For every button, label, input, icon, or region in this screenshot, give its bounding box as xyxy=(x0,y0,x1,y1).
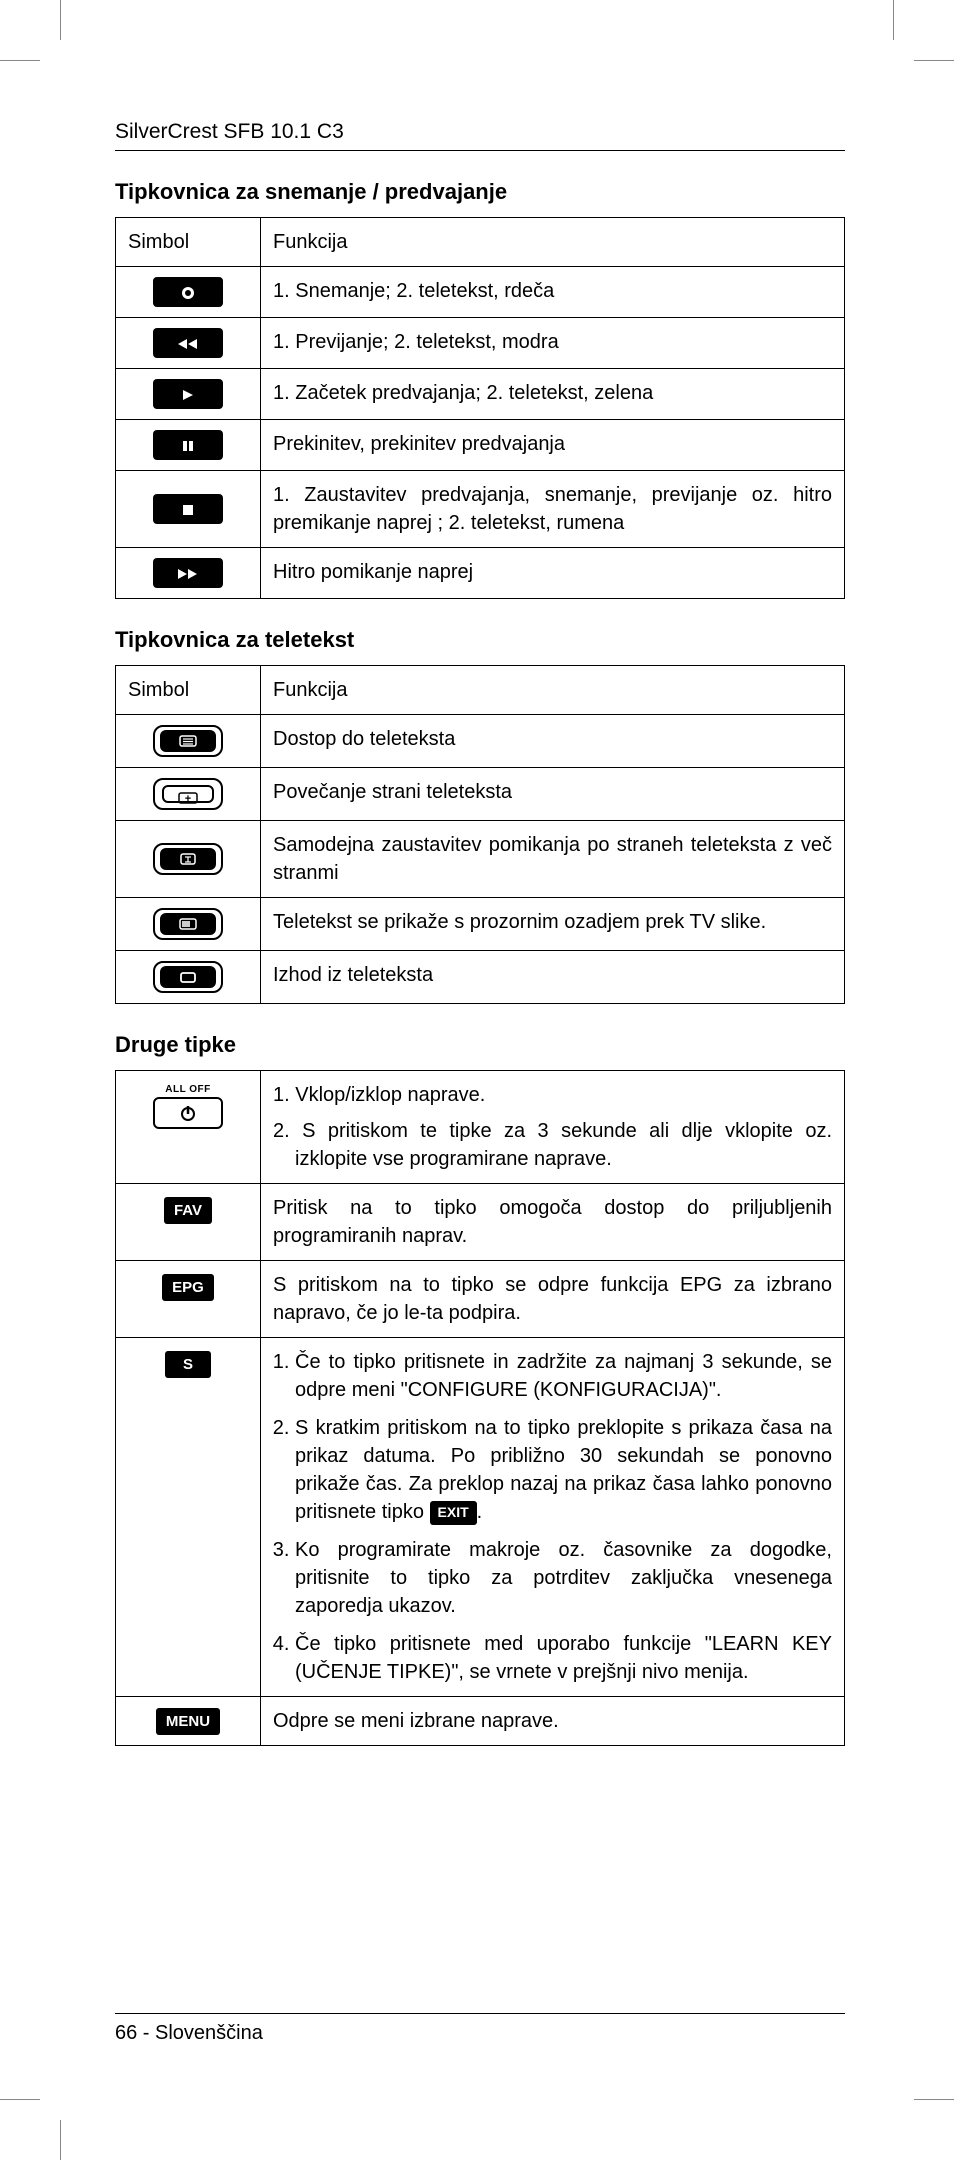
symbol-cell: + xyxy=(116,768,261,821)
table-row: Hitro pomikanje naprej xyxy=(116,548,845,599)
function-cell: Če to tipko pritisnete in zadržite za na… xyxy=(261,1338,845,1697)
rewind-icon xyxy=(153,328,223,358)
crop-mark xyxy=(893,0,894,40)
s-item-2: S kratkim pritiskom na to tipko preklopi… xyxy=(295,1414,832,1526)
menu-button-icon: MENU xyxy=(156,1708,220,1735)
symbol-cell: S xyxy=(116,1338,261,1697)
product-header: SilverCrest SFB 10.1 C3 xyxy=(115,120,845,151)
symbol-cell xyxy=(116,318,261,369)
table-row: Prekinitev, prekinitev predvajanja xyxy=(116,420,845,471)
s-button-icon: S xyxy=(165,1351,211,1378)
th-symbol: Simbol xyxy=(116,666,261,715)
crop-mark xyxy=(0,60,40,61)
teletext-mix-icon xyxy=(153,908,223,940)
svg-text:+: + xyxy=(185,793,191,805)
table-row: EPG S pritiskom na to tipko se odpre fun… xyxy=(116,1261,845,1338)
function-cell: S pritiskom na to tipko se odpre funkcij… xyxy=(261,1261,845,1338)
function-cell: 1. Začetek predvajanja; 2. teletekst, ze… xyxy=(261,369,845,420)
teletext-exit-icon xyxy=(153,961,223,993)
all-off-label: ALL OFF xyxy=(128,1083,248,1097)
th-symbol: Simbol xyxy=(116,218,261,267)
th-function: Funkcija xyxy=(261,666,845,715)
table-row: Izhod iz teleteksta xyxy=(116,951,845,1004)
table-row: 1. Previjanje; 2. teletekst, modra xyxy=(116,318,845,369)
teletext-table: Simbol Funkcija Dostop do teleteksta + P… xyxy=(115,665,845,1004)
table-row: ALL OFF 1. Vklop/izklop naprave. 2. S pr… xyxy=(116,1071,845,1184)
pause-icon xyxy=(153,430,223,460)
s-list: Če to tipko pritisnete in zadržite za na… xyxy=(273,1348,832,1686)
symbol-cell xyxy=(116,267,261,318)
symbol-cell xyxy=(116,951,261,1004)
alloff-line2: 2. S pritiskom te tipke za 3 sekunde ali… xyxy=(273,1117,832,1173)
teletext-enlarge-icon: + xyxy=(153,778,223,810)
table-row: Dostop do teleteksta xyxy=(116,715,845,768)
symbol-cell: ALL OFF xyxy=(116,1071,261,1184)
epg-button-icon: EPG xyxy=(162,1274,214,1301)
function-cell: Dostop do teleteksta xyxy=(261,715,845,768)
page-footer: 66 - Slovenščina xyxy=(115,2013,845,2045)
symbol-cell xyxy=(116,898,261,951)
s-item-4: Če tipko pritisnete med uporabo funkcije… xyxy=(295,1630,832,1686)
table-row: MENU Odpre se meni izbrane naprave. xyxy=(116,1697,845,1746)
s-item-3: Ko programirate makroje oz. časovnike za… xyxy=(295,1536,832,1620)
table-row: FAV Pritisk na to tipko omogoča dostop d… xyxy=(116,1184,845,1261)
symbol-cell xyxy=(116,715,261,768)
symbol-cell xyxy=(116,821,261,898)
function-cell: Prekinitev, prekinitev predvajanja xyxy=(261,420,845,471)
symbol-cell: EPG xyxy=(116,1261,261,1338)
section-title-other: Druge tipke xyxy=(115,1032,845,1058)
th-function: Funkcija xyxy=(261,218,845,267)
alloff-line1: 1. Vklop/izklop naprave. xyxy=(273,1081,832,1109)
function-cell: 1. Zaustavitev predvajanja, snemanje, pr… xyxy=(261,471,845,548)
section-title-teletext: Tipkovnica za teletekst xyxy=(115,627,845,653)
symbol-cell xyxy=(116,548,261,599)
symbol-cell: FAV xyxy=(116,1184,261,1261)
table-row: + Povečanje strani teleteksta xyxy=(116,768,845,821)
fast-forward-icon xyxy=(153,558,223,588)
exit-button-inline-icon: EXIT xyxy=(430,1501,477,1525)
function-cell: Hitro pomikanje naprej xyxy=(261,548,845,599)
function-cell: 1. Vklop/izklop naprave. 2. S pritiskom … xyxy=(261,1071,845,1184)
function-cell: Pritisk na to tipko omogoča dostop do pr… xyxy=(261,1184,845,1261)
crop-mark xyxy=(914,2099,954,2100)
table-row: Samodejna zaustavitev pomikanja po stran… xyxy=(116,821,845,898)
crop-mark xyxy=(0,2099,40,2100)
section-title-recording: Tipkovnica za snemanje / predvajanje xyxy=(115,179,845,205)
power-icon xyxy=(153,1097,223,1129)
table-row: S Če to tipko pritisnete in zadržite za … xyxy=(116,1338,845,1697)
play-icon xyxy=(153,379,223,409)
function-cell: Samodejna zaustavitev pomikanja po stran… xyxy=(261,821,845,898)
recording-table: Simbol Funkcija 1. Snemanje; 2. teleteks… xyxy=(115,217,845,599)
record-icon xyxy=(153,277,223,307)
crop-mark xyxy=(60,0,61,40)
other-keys-table: ALL OFF 1. Vklop/izklop naprave. 2. S pr… xyxy=(115,1070,845,1746)
table-row: Teletekst se prikaže s prozornim ozadjem… xyxy=(116,898,845,951)
symbol-cell xyxy=(116,369,261,420)
function-cell: 1. Previjanje; 2. teletekst, modra xyxy=(261,318,845,369)
crop-mark xyxy=(914,60,954,61)
function-cell: 1. Snemanje; 2. teletekst, rdeča xyxy=(261,267,845,318)
teletext-access-icon xyxy=(153,725,223,757)
table-row: 1. Snemanje; 2. teletekst, rdeča xyxy=(116,267,845,318)
stop-icon xyxy=(153,494,223,524)
crop-mark xyxy=(60,2120,61,2160)
symbol-cell xyxy=(116,471,261,548)
table-header-row: Simbol Funkcija xyxy=(116,666,845,715)
function-cell: Odpre se meni izbrane naprave. xyxy=(261,1697,845,1746)
page-content: SilverCrest SFB 10.1 C3 Tipkovnica za sn… xyxy=(115,120,845,1774)
function-cell: Teletekst se prikaže s prozornim ozadjem… xyxy=(261,898,845,951)
symbol-cell: MENU xyxy=(116,1697,261,1746)
table-row: 1. Začetek predvajanja; 2. teletekst, ze… xyxy=(116,369,845,420)
s-item-1: Če to tipko pritisnete in zadržite za na… xyxy=(295,1348,832,1404)
teletext-hold-icon xyxy=(153,843,223,875)
function-cell: Povečanje strani teleteksta xyxy=(261,768,845,821)
symbol-cell xyxy=(116,420,261,471)
fav-button-icon: FAV xyxy=(164,1197,212,1224)
table-row: 1. Zaustavitev predvajanja, snemanje, pr… xyxy=(116,471,845,548)
table-header-row: Simbol Funkcija xyxy=(116,218,845,267)
function-cell: Izhod iz teleteksta xyxy=(261,951,845,1004)
